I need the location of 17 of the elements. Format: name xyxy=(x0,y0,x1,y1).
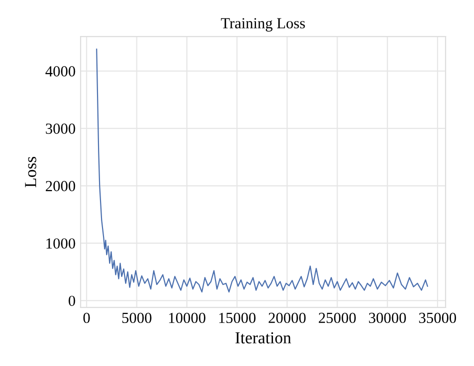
y-tick-label: 1000 xyxy=(46,238,76,249)
y-tick-label: 0 xyxy=(68,296,76,306)
x-tick-label: 5000 xyxy=(122,312,152,324)
y-axis-title: Loss xyxy=(25,156,36,188)
x-tick-label: 30000 xyxy=(369,312,406,324)
x-tick-label: 20000 xyxy=(268,312,306,324)
line-series xyxy=(96,48,428,292)
x-tick-label: 0 xyxy=(83,312,90,324)
x-axis-title: Iteration xyxy=(235,332,292,344)
x-tick-label: 35000 xyxy=(419,312,456,324)
chart-title: Training Loss xyxy=(220,18,305,32)
x-tick-label: 10000 xyxy=(169,312,206,324)
x-tick-label: 25000 xyxy=(318,312,356,324)
y-tick-label: 3000 xyxy=(46,124,76,134)
y-tick-label: 4000 xyxy=(45,66,76,76)
y-tick-label: 2000 xyxy=(46,180,76,192)
x-tick-label: 15000 xyxy=(219,312,256,324)
